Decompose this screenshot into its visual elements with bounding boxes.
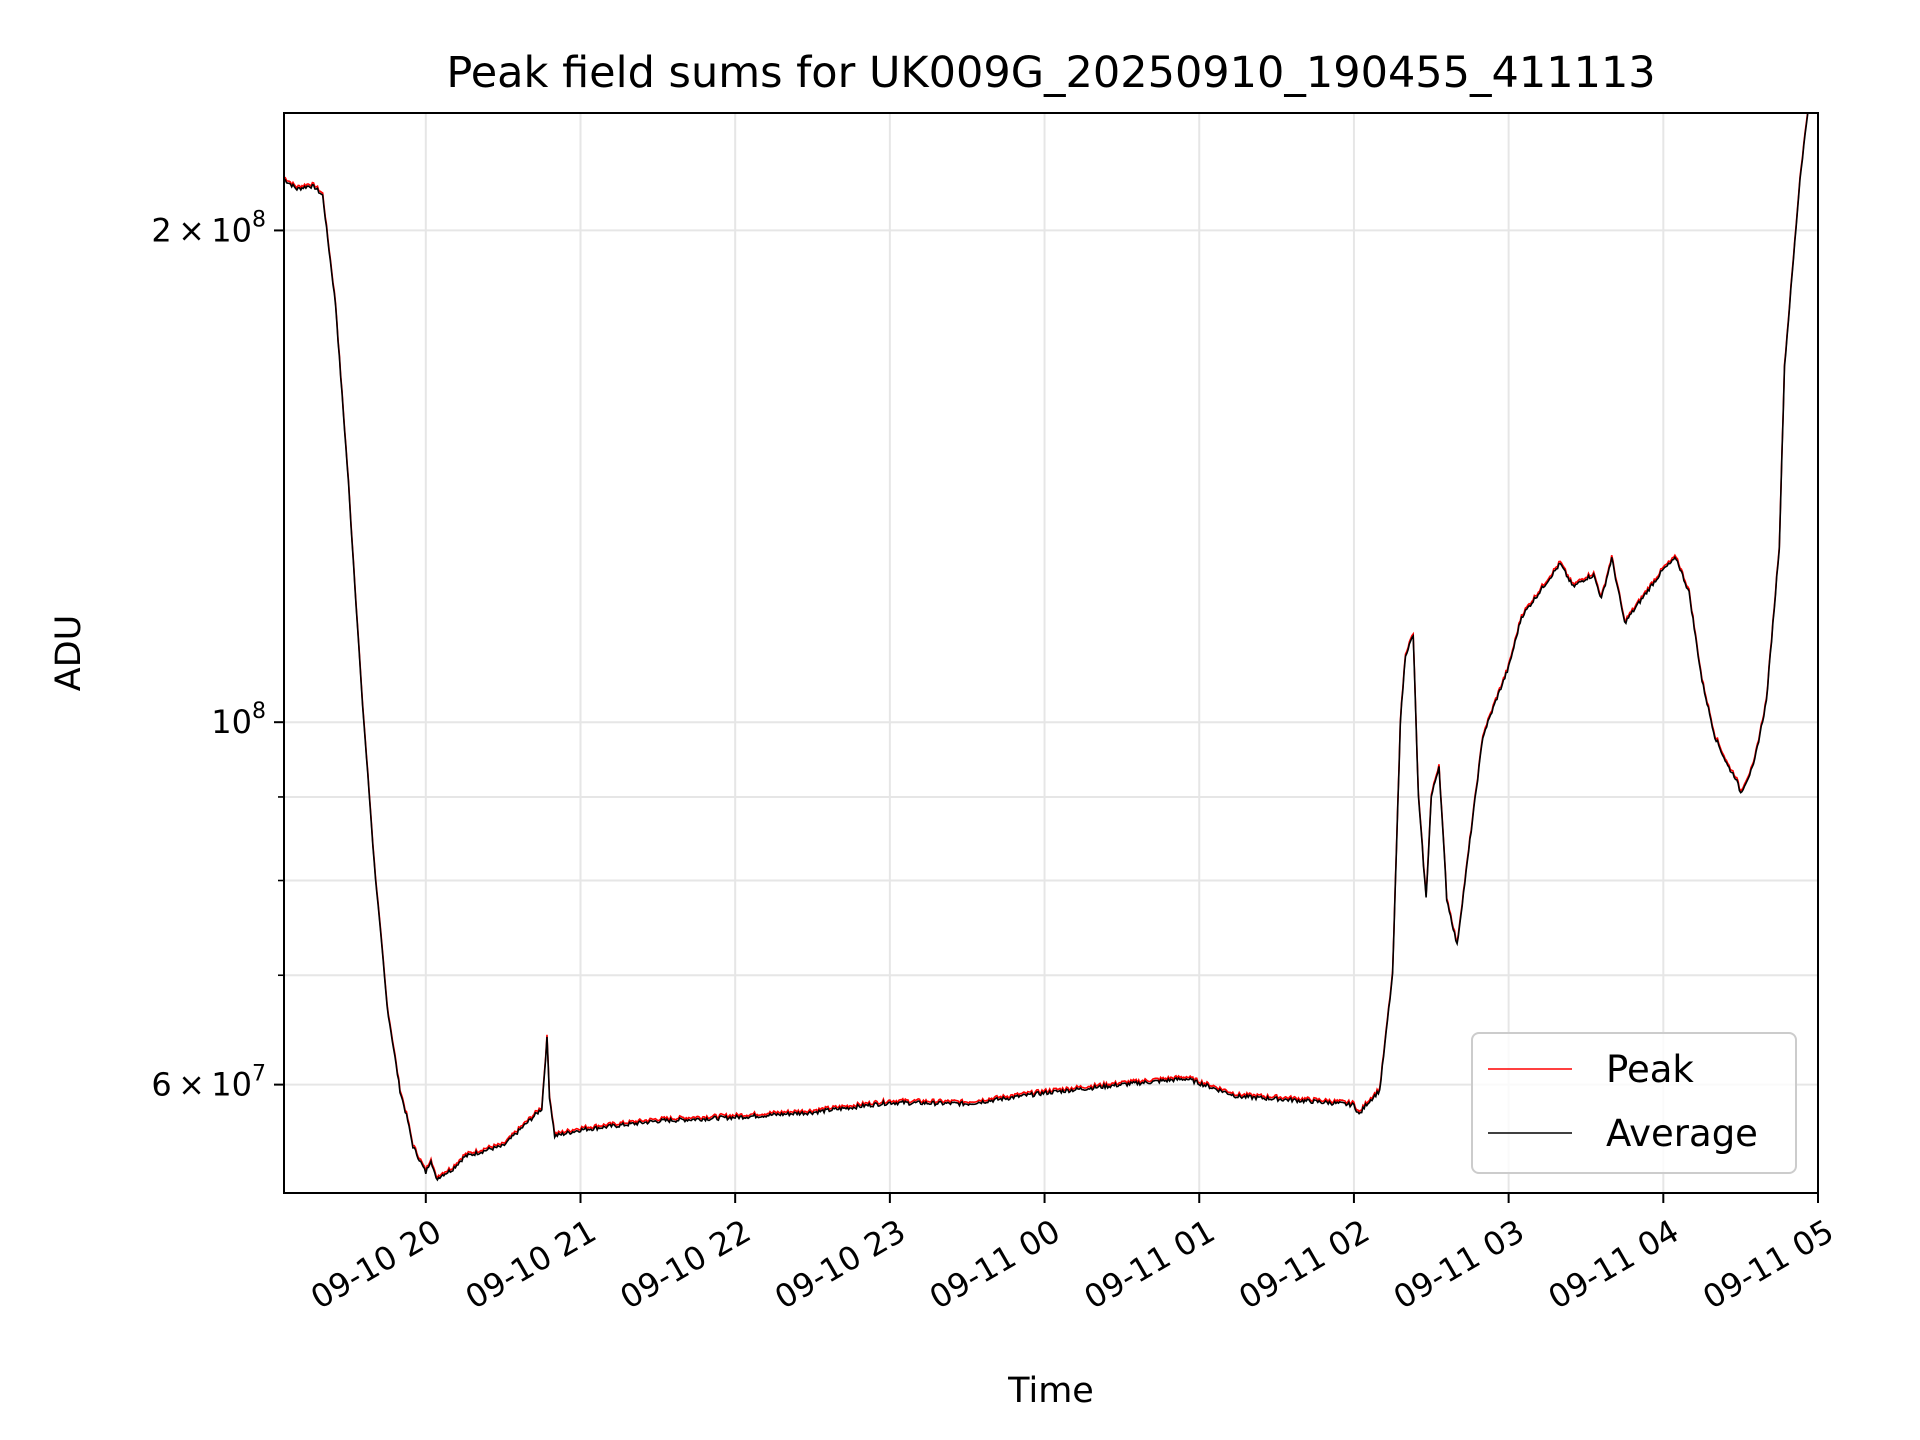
legend: Peak Average (1471, 1032, 1797, 1174)
x-tick-label: 09-10 23 (768, 1212, 912, 1317)
x-tick-label: 09-10 20 (304, 1212, 448, 1317)
y-tick-label: 108 (211, 699, 266, 741)
x-tick-label: 09-11 04 (1542, 1212, 1686, 1317)
legend-box (1471, 1032, 1797, 1174)
x-tick-label: 09-11 02 (1232, 1212, 1376, 1317)
x-tick-label: 09-11 03 (1387, 1212, 1531, 1317)
x-tick-label: 09-11 05 (1696, 1212, 1840, 1317)
legend-label-peak: Peak (1606, 1048, 1694, 1091)
legend-label-average: Average (1606, 1112, 1758, 1155)
x-tick-label: 09-10 22 (614, 1212, 758, 1317)
y-axis-label: ADU (49, 615, 89, 692)
x-tick-label: 09-11 01 (1078, 1212, 1222, 1317)
x-tick-label: 09-10 21 (459, 1212, 603, 1317)
x-axis-label: Time (1007, 1371, 1094, 1411)
series-lines (284, 113, 1809, 1182)
plot-frame (283, 112, 1819, 1194)
y-tick-label: 6 × 107 (151, 1062, 266, 1104)
y-tick-label: 2 × 108 (151, 207, 266, 249)
x-tick-label: 09-11 00 (923, 1212, 1067, 1317)
chart-title: Peak field sums for UK009G_20250910_1904… (446, 48, 1655, 98)
series-line-average (284, 113, 1809, 1182)
grid-lines (284, 113, 1819, 1193)
series-line-peak (284, 113, 1809, 1180)
